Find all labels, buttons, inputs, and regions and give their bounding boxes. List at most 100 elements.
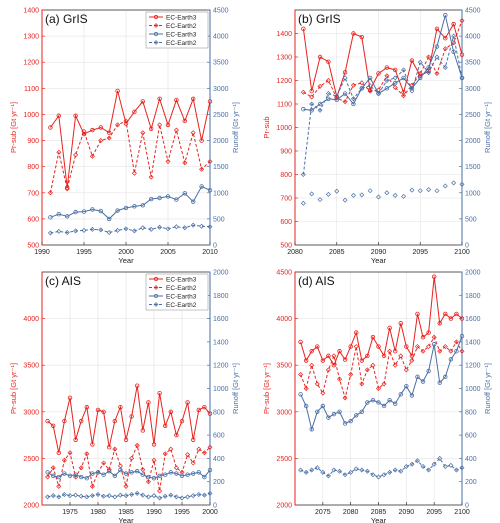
data-point	[56, 211, 61, 217]
data-point	[98, 227, 104, 233]
legend-marker	[153, 40, 159, 45]
data-point	[387, 325, 392, 331]
data-point	[317, 107, 323, 113]
data-point	[342, 395, 348, 401]
data-point	[326, 353, 331, 359]
data-point	[417, 188, 423, 194]
data-point	[459, 348, 465, 354]
data-point	[140, 472, 145, 477]
data-point	[437, 321, 442, 326]
data-point	[51, 473, 56, 479]
data-point	[112, 446, 118, 452]
y-right-axis-label: Runoff [Gt yr⁻¹]	[231, 102, 240, 153]
data-point	[157, 495, 163, 501]
data-point	[403, 367, 409, 373]
data-point	[90, 207, 95, 212]
data-point	[309, 191, 315, 197]
panel-title: (d) AIS	[298, 274, 335, 288]
data-point	[56, 113, 61, 118]
data-point	[370, 335, 376, 340]
y-left-tick-label: 600	[280, 219, 292, 226]
data-point	[98, 138, 104, 144]
y-left-tick-label: 700	[27, 190, 39, 197]
data-point	[409, 82, 415, 88]
series-line	[47, 492, 211, 499]
y-right-tick-label: 1800	[213, 293, 229, 300]
y-left-tick-label: 1000	[276, 125, 292, 132]
data-point	[384, 78, 390, 83]
data-point	[190, 199, 196, 204]
data-point	[84, 404, 89, 410]
y-left-tick-label: 900	[27, 138, 39, 145]
data-point	[106, 135, 112, 141]
data-point	[392, 362, 398, 368]
data-point	[185, 494, 191, 500]
data-point	[342, 91, 348, 96]
data-point	[320, 469, 326, 475]
data-point	[140, 492, 146, 498]
data-point	[179, 418, 185, 424]
chart-panel-4: 2075 2080 2085 2090 2095 21002000250030003500…	[262, 270, 492, 523]
data-point	[196, 446, 202, 452]
series-line	[47, 385, 211, 453]
data-point	[431, 334, 437, 340]
y-right-tick-label: 3000	[465, 86, 481, 93]
series-line	[47, 443, 211, 492]
data-point	[403, 464, 409, 470]
data-point	[298, 392, 303, 397]
data-point	[370, 472, 376, 478]
data-point	[453, 339, 459, 345]
data-point	[123, 471, 129, 476]
data-point	[418, 75, 423, 81]
data-point	[342, 99, 348, 105]
data-point	[118, 467, 123, 473]
y-left-axis-label: Pr-sub [Gt yr⁻¹]	[262, 363, 271, 414]
data-point	[409, 187, 415, 193]
data-point	[174, 471, 179, 476]
data-point	[326, 59, 331, 64]
y-right-tick-label: 2000	[465, 270, 481, 277]
data-point	[325, 473, 331, 479]
data-point	[179, 495, 185, 501]
y-right-tick-label: 2000	[213, 270, 229, 277]
data-point	[101, 472, 106, 477]
y-right-tick-label: 1000	[465, 386, 481, 393]
data-point	[387, 397, 392, 403]
data-point	[129, 492, 135, 498]
y-right-tick-label: 3500	[465, 60, 481, 67]
x-tick-label: 1995	[174, 509, 190, 516]
data-point	[459, 18, 465, 24]
data-point	[90, 127, 95, 133]
data-point	[309, 362, 315, 368]
data-point	[151, 476, 157, 481]
data-point	[146, 474, 151, 480]
data-point	[298, 339, 303, 345]
data-point	[298, 467, 304, 473]
x-tick-label: 2075	[315, 509, 331, 516]
data-point	[101, 409, 106, 414]
series-line	[300, 457, 463, 478]
series-line	[50, 185, 211, 220]
data-point	[303, 403, 309, 409]
data-point	[317, 197, 323, 203]
data-point	[51, 423, 56, 428]
data-point	[409, 58, 415, 63]
data-point	[129, 414, 134, 419]
data-point	[207, 467, 213, 473]
y-left-tick-label: 4500	[276, 270, 292, 277]
series-line	[302, 22, 463, 99]
data-point	[451, 49, 456, 54]
data-point	[442, 64, 448, 70]
y-left-tick-label: 1400	[23, 8, 39, 15]
data-point	[442, 46, 448, 52]
data-point	[359, 467, 365, 473]
data-point	[118, 404, 123, 410]
data-point	[123, 205, 129, 211]
y-right-tick-label: 4000	[213, 34, 229, 41]
data-point	[173, 465, 179, 471]
data-point	[78, 465, 84, 471]
data-point	[47, 230, 53, 236]
data-point	[151, 442, 157, 447]
data-point	[182, 160, 188, 166]
data-point	[134, 469, 140, 474]
